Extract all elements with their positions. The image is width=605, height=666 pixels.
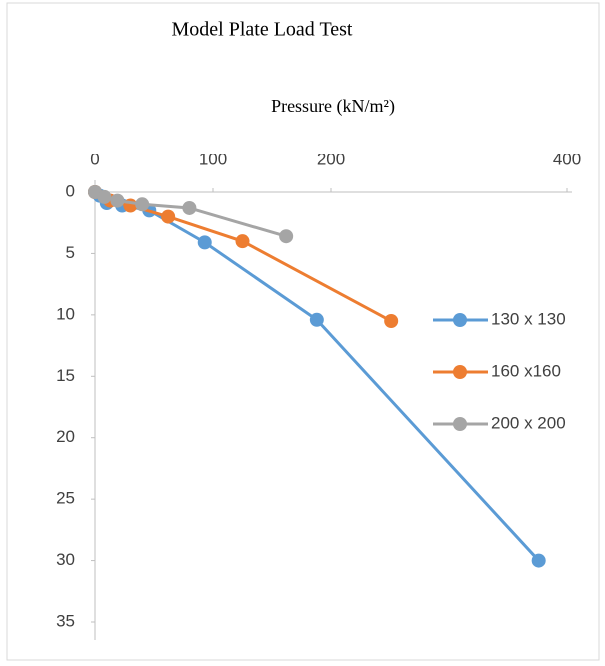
data-point	[110, 193, 125, 208]
legend-label: 200 x 200	[491, 413, 566, 432]
y-tick-label: 5	[66, 243, 75, 262]
y-tick-label: 35	[56, 611, 75, 630]
data-point	[531, 553, 546, 568]
data-point	[309, 312, 324, 327]
x-tick-label: 0	[90, 149, 99, 168]
data-point	[97, 189, 112, 204]
legend-swatch-marker	[453, 313, 467, 327]
x-axis-label: Pressure (kN/m²)	[271, 96, 395, 117]
x-tick-label: 100	[199, 149, 227, 168]
legend-swatch-marker	[453, 365, 467, 379]
data-point	[135, 197, 150, 212]
x-tick-label: 200	[317, 149, 345, 168]
x-tick-label: 400	[553, 149, 581, 168]
data-point	[161, 209, 176, 224]
y-tick-label: 20	[56, 427, 75, 446]
chart-frame	[6, 2, 600, 661]
y-tick-label: 15	[56, 366, 75, 385]
data-point	[235, 234, 250, 249]
data-point	[197, 235, 212, 250]
y-tick-label: 30	[56, 550, 75, 569]
legend-swatch-marker	[453, 417, 467, 431]
y-tick-label: 10	[56, 304, 75, 323]
legend-label: 130 x 130	[491, 309, 566, 328]
data-point	[384, 314, 399, 328]
legend-label: 160 x160	[491, 361, 561, 380]
data-point	[182, 200, 197, 215]
y-tick-label: 25	[56, 489, 75, 508]
y-tick-label: 0	[66, 181, 75, 200]
data-point	[279, 229, 294, 244]
chart-title: Model Plate Load Test	[172, 19, 353, 41]
